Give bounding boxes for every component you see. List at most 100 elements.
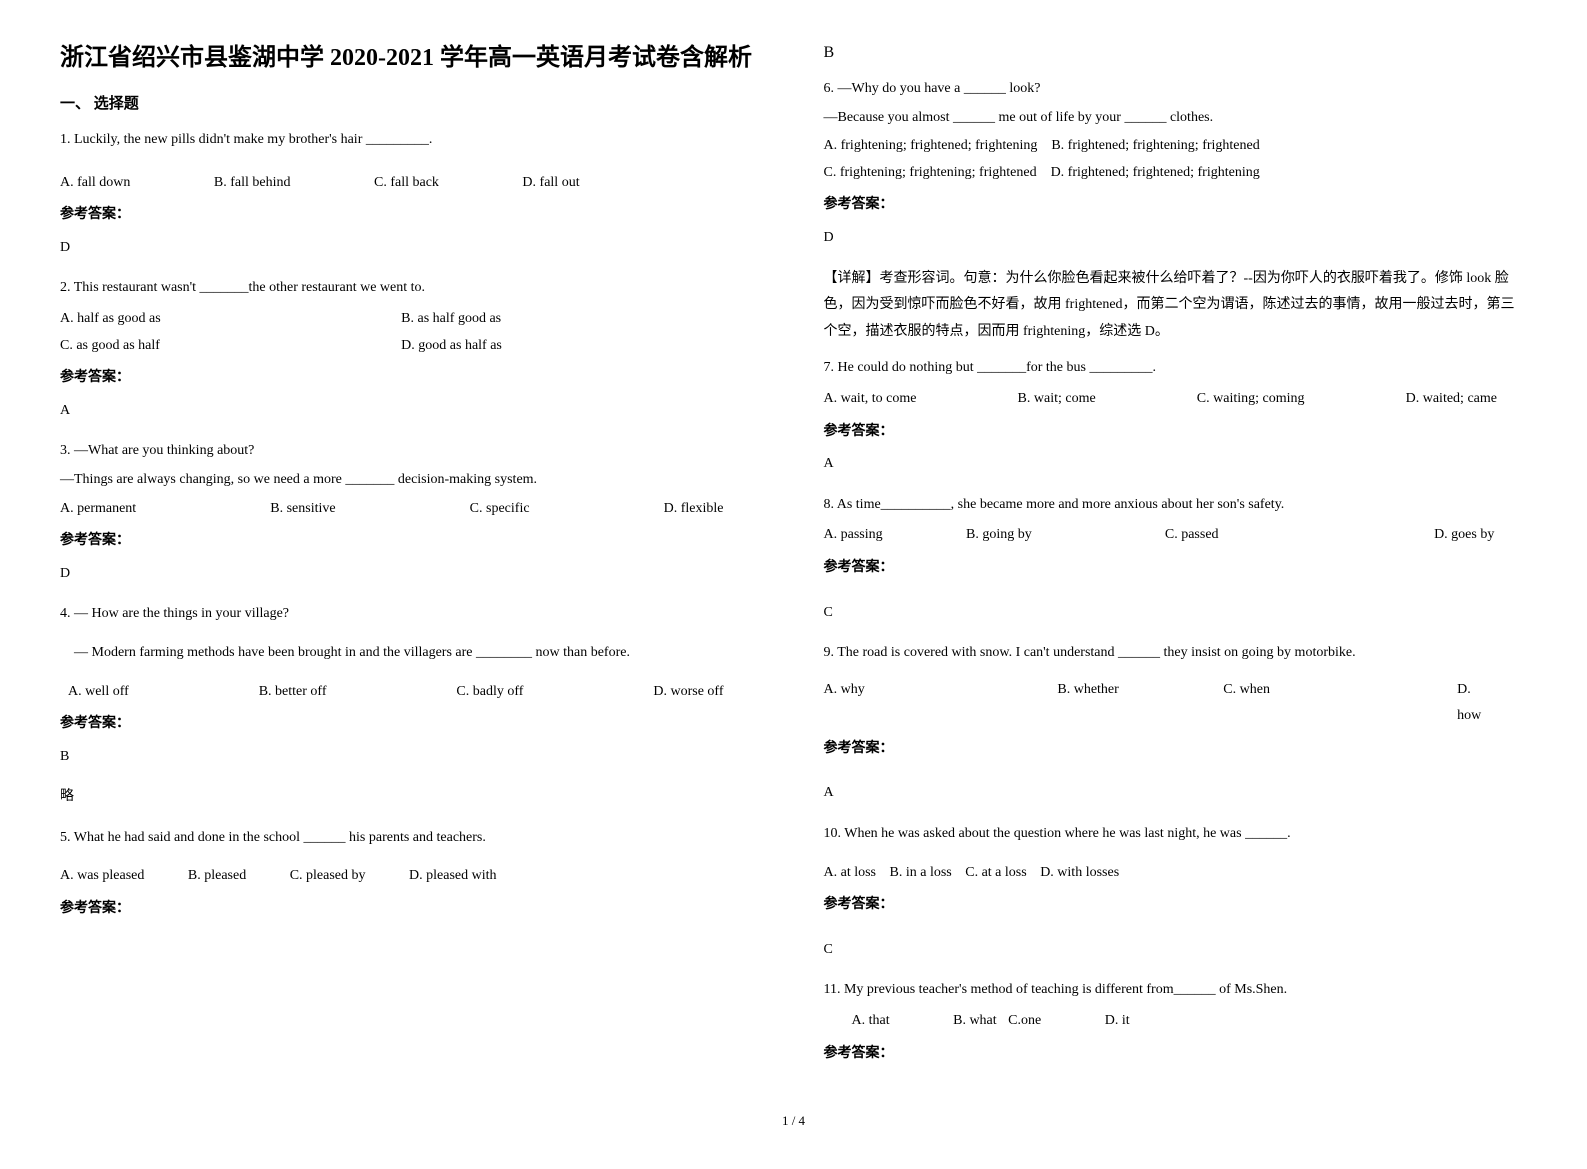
question-7: 7. He could do nothing but _______for th…: [824, 355, 1528, 477]
q1-text: 1. Luckily, the new pills didn't make my…: [60, 127, 764, 154]
q11-options: A. that B. what C.one D. it: [824, 1008, 1528, 1035]
q7-opt-c: C. waiting; coming: [1197, 386, 1305, 413]
q5-opt-c: C. pleased by: [290, 863, 366, 890]
question-8: 8. As time__________, she became more an…: [824, 492, 1528, 626]
q5-opt-d: D. pleased with: [409, 863, 496, 890]
q7-opt-d: D. waited; came: [1406, 386, 1497, 413]
q8-opt-d: D. goes by: [1434, 522, 1494, 549]
right-column: B 6. —Why do you have a ______ look? —Be…: [824, 40, 1528, 1073]
q3-line1: 3. —What are you thinking about?: [60, 438, 764, 465]
q7-answer-label: 参考答案：: [824, 419, 1528, 446]
q10-options: A. at loss B. in a loss C. at a loss D. …: [824, 860, 1528, 887]
q5-text: 5. What he had said and done in the scho…: [60, 825, 764, 852]
q11-opt-a: A. that: [852, 1008, 890, 1035]
q4-line2: — Modern farming methods have been broug…: [60, 640, 764, 667]
q4-opt-d: D. worse off: [653, 679, 723, 706]
q8-text: 8. As time__________, she became more an…: [824, 492, 1528, 519]
q6-opt-a: A. frightening; frightened; frightening: [824, 138, 1038, 153]
q6-options-row2: C. frightening; frightening; frightened …: [824, 160, 1528, 187]
q8-opt-b: B. going by: [966, 522, 1135, 549]
q5-opt-b: B. pleased: [188, 863, 246, 890]
q9-text: 9. The road is covered with snow. I can'…: [824, 640, 1528, 667]
q10-opt-b: B. in a loss: [890, 860, 952, 887]
q3-opt-a: A. permanent: [60, 496, 136, 523]
page-number: 1 / 4: [60, 1113, 1527, 1129]
q6-line2: —Because you almost ______ me out of lif…: [824, 105, 1528, 132]
q8-opt-c: C. passed: [1165, 522, 1404, 549]
q7-options: A. wait, to come B. wait; come C. waitin…: [824, 386, 1528, 413]
question-9: 9. The road is covered with snow. I can'…: [824, 640, 1528, 807]
q11-opt-b: B. what: [953, 1008, 997, 1035]
q7-answer: A: [824, 451, 1528, 478]
q5-options: A. was pleased B. pleased C. pleased by …: [60, 863, 764, 890]
q2-answer-label: 参考答案：: [60, 365, 764, 392]
q6-line1: 6. —Why do you have a ______ look?: [824, 76, 1528, 103]
question-11: 11. My previous teacher's method of teac…: [824, 977, 1528, 1067]
q7-opt-b: B. wait; come: [1018, 386, 1096, 413]
q9-answer-label: 参考答案：: [824, 736, 1528, 763]
q3-answer: D: [60, 561, 764, 588]
q9-opt-b: B. whether: [1057, 677, 1193, 730]
q5-opt-a: A. was pleased: [60, 863, 144, 890]
q3-opt-c: C. specific: [470, 496, 530, 523]
q2-options-row1: A. half as good as B. as half good as: [60, 306, 764, 333]
q9-answer: A: [824, 780, 1528, 807]
left-column: 浙江省绍兴市县鉴湖中学 2020-2021 学年高一英语月考试卷含解析 一、 选…: [60, 40, 764, 1073]
question-5: 5. What he had said and done in the scho…: [60, 825, 764, 923]
q4-note: 略: [60, 784, 764, 811]
q4-answer-label: 参考答案：: [60, 711, 764, 738]
q2-opt-b: B. as half good as: [401, 306, 739, 333]
question-4: 4. — How are the things in your village?…: [60, 601, 764, 811]
section-heading: 一、 选择题: [60, 92, 764, 113]
q3-opt-b: B. sensitive: [270, 496, 335, 523]
q3-options: A. permanent B. sensitive C. specific D.…: [60, 496, 764, 523]
q7-opt-a: A. wait, to come: [824, 386, 917, 413]
q5-answer: B: [824, 44, 1528, 62]
question-3: 3. —What are you thinking about? —Things…: [60, 438, 764, 587]
q1-answer: D: [60, 235, 764, 262]
q1-opt-d: D. fall out: [522, 170, 579, 197]
q4-answer: B: [60, 744, 764, 771]
q4-opt-a: A. well off: [68, 679, 129, 706]
q11-opt-c: C.one: [1008, 1008, 1041, 1035]
q3-line2: —Things are always changing, so we need …: [60, 467, 764, 494]
q1-answer-label: 参考答案：: [60, 202, 764, 229]
q6-answer: D: [824, 225, 1528, 252]
q6-opt-b: B. frightened; frightening; frightened: [1051, 138, 1259, 153]
q1-opt-b: B. fall behind: [214, 170, 291, 197]
q9-opt-a: A. why: [824, 677, 1028, 730]
page-container: 浙江省绍兴市县鉴湖中学 2020-2021 学年高一英语月考试卷含解析 一、 选…: [60, 40, 1527, 1073]
q4-opt-c: C. badly off: [456, 679, 523, 706]
question-1: 1. Luckily, the new pills didn't make my…: [60, 127, 764, 261]
q10-opt-d: D. with losses: [1040, 860, 1119, 887]
q4-line1: 4. — How are the things in your village?: [60, 601, 764, 628]
q2-text: 2. This restaurant wasn't _______the oth…: [60, 275, 764, 302]
q11-opt-d: D. it: [1105, 1008, 1130, 1035]
q8-opt-a: A. passing: [824, 522, 937, 549]
q9-opt-d: D. how: [1457, 677, 1497, 730]
q2-options-row2: C. as good as half D. good as half as: [60, 333, 764, 360]
q2-answer: A: [60, 398, 764, 425]
q5-answer-label: 参考答案：: [60, 896, 764, 923]
question-10: 10. When he was asked about the question…: [824, 821, 1528, 963]
q2-opt-d: D. good as half as: [401, 333, 739, 360]
q6-answer-label: 参考答案：: [824, 192, 1528, 219]
q10-opt-c: C. at a loss: [965, 860, 1026, 887]
q7-text: 7. He could do nothing but _______for th…: [824, 355, 1528, 382]
q1-opt-a: A. fall down: [60, 170, 130, 197]
q8-answer-label: 参考答案：: [824, 555, 1528, 582]
q8-answer: C: [824, 600, 1528, 627]
q9-options: A. why B. whether C. when D. how: [824, 677, 1528, 730]
question-2: 2. This restaurant wasn't _______the oth…: [60, 275, 764, 424]
q10-answer: C: [824, 937, 1528, 964]
q11-text: 11. My previous teacher's method of teac…: [824, 977, 1528, 1004]
q6-opt-d: D. frightened; frightened; frightening: [1051, 165, 1260, 180]
q6-options-row1: A. frightening; frightened; frightening …: [824, 133, 1528, 160]
q10-opt-a: A. at loss: [824, 860, 877, 887]
q2-opt-c: C. as good as half: [60, 333, 398, 360]
q2-opt-a: A. half as good as: [60, 306, 398, 333]
q8-options: A. passing B. going by C. passed D. goes…: [824, 522, 1528, 549]
q6-explanation: 【详解】考查形容词。句意：为什么你脸色看起来被什么给吓着了？--因为你吓人的衣服…: [824, 266, 1528, 346]
document-title: 浙江省绍兴市县鉴湖中学 2020-2021 学年高一英语月考试卷含解析: [60, 40, 764, 76]
q10-text: 10. When he was asked about the question…: [824, 821, 1528, 848]
